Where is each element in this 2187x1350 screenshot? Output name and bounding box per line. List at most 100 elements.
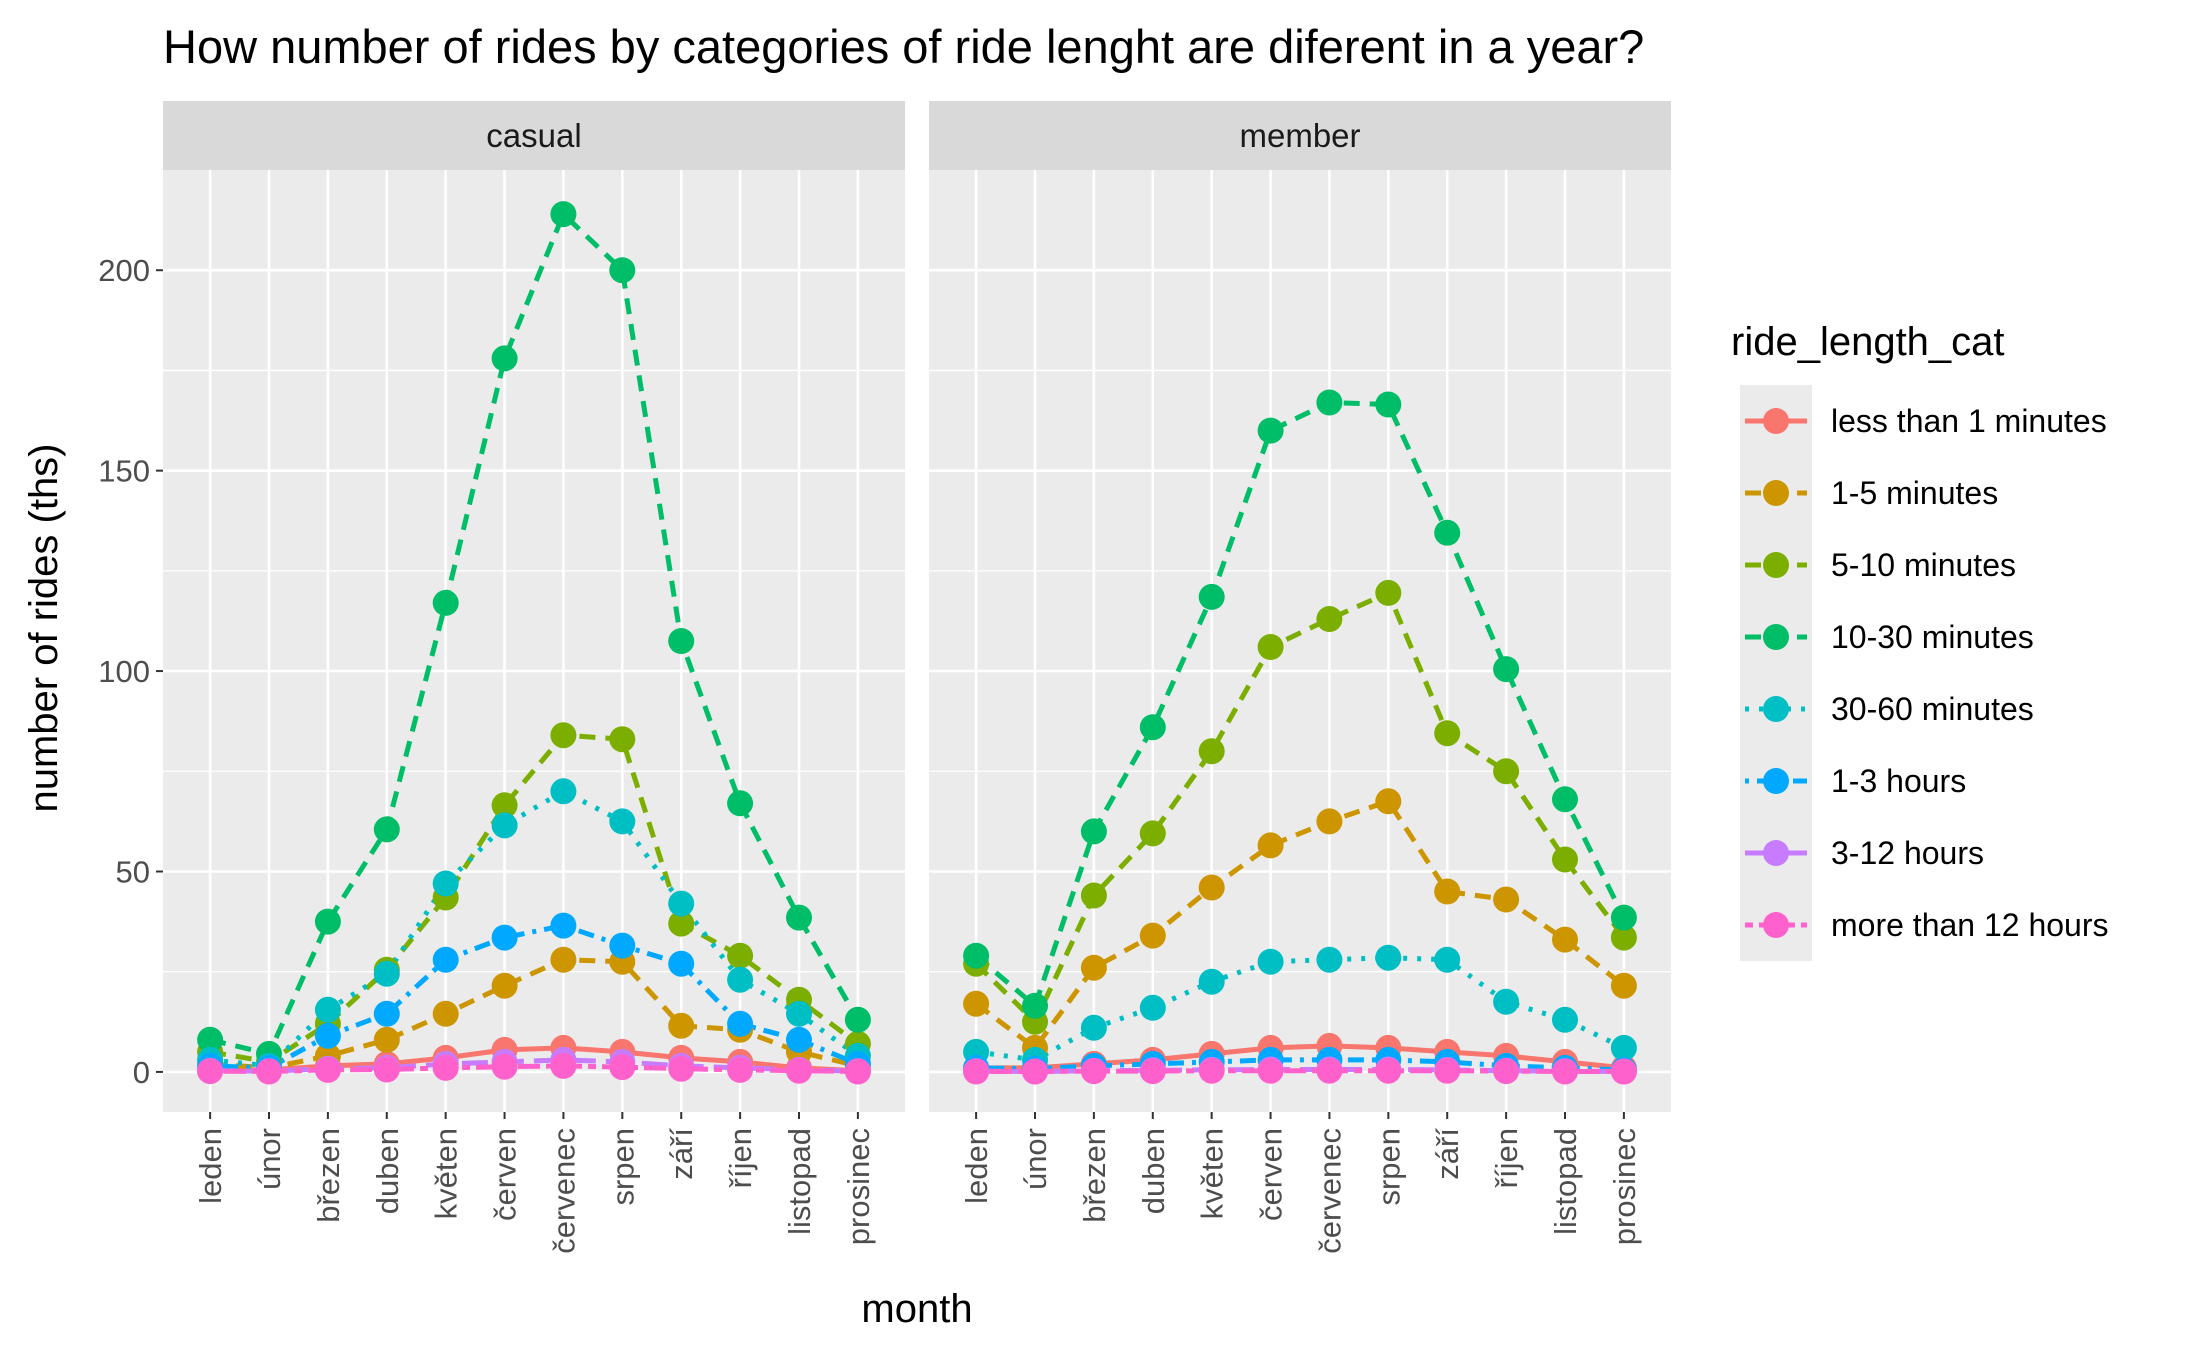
legend-key-point: [1763, 408, 1789, 434]
data-point: [668, 910, 695, 937]
data-point: [1198, 583, 1225, 610]
data-point: [1198, 968, 1225, 995]
data-point: [1080, 954, 1107, 981]
data-point: [1139, 994, 1166, 1021]
data-point: [609, 808, 636, 835]
data-point: [432, 946, 459, 973]
data-point: [314, 1022, 341, 1049]
x-tick-label: říjen: [1489, 1128, 1524, 1188]
data-point: [1080, 1014, 1107, 1041]
data-point: [1316, 606, 1343, 632]
data-point: [1434, 519, 1461, 546]
data-point: [373, 960, 400, 987]
data-point: [1375, 1057, 1402, 1084]
x-tick-label: září: [1430, 1128, 1465, 1180]
data-point: [1375, 944, 1402, 971]
legend-label: 1-3 hours: [1831, 763, 1966, 799]
data-point: [1375, 391, 1402, 418]
data-point: [786, 1000, 812, 1027]
series-line: [974, 798, 1626, 1051]
legend-item: 1-5 minutes: [1740, 457, 1998, 529]
series-line: [974, 590, 1626, 1025]
data-point: [550, 946, 577, 973]
data-point: [1493, 988, 1520, 1015]
data-point: [786, 1057, 812, 1084]
x-axis-title: month: [861, 1287, 972, 1331]
data-point: [373, 1056, 400, 1083]
data-point: [1139, 820, 1166, 847]
data-point: [550, 201, 577, 228]
legend-key-point: [1763, 768, 1789, 794]
data-point: [432, 870, 459, 897]
legend-item: more than 12 hours: [1740, 889, 2109, 961]
data-point: [491, 972, 518, 999]
data-point: [1434, 720, 1461, 747]
x-tick-label: červenec: [1312, 1128, 1347, 1254]
x-tick-label: listopad: [1548, 1128, 1583, 1235]
data-point: [432, 589, 459, 616]
legend-label: 1-5 minutes: [1831, 475, 1998, 511]
panel-background: [929, 170, 1671, 1112]
data-point: [550, 1052, 577, 1079]
series-line: [974, 400, 1627, 1009]
data-point: [668, 1012, 695, 1039]
data-point: [314, 908, 341, 935]
data-point: [1552, 926, 1578, 953]
x-tick-label: září: [664, 1128, 699, 1180]
data-point: [550, 778, 577, 805]
x-tick-label: leden: [959, 1128, 994, 1204]
data-point: [491, 792, 518, 819]
strip-label: member: [1239, 117, 1360, 154]
y-tick-label: 150: [98, 454, 150, 489]
data-point: [197, 1026, 224, 1053]
data-point: [550, 722, 577, 749]
data-point: [491, 924, 518, 951]
data-point: [314, 996, 341, 1023]
data-point: [1257, 832, 1284, 859]
y-tick-label: 50: [116, 854, 150, 889]
legend-label: 10-30 minutes: [1831, 619, 2034, 655]
legend-key-point: [1763, 912, 1789, 938]
x-tick-label: červen: [1254, 1128, 1289, 1221]
data-point: [609, 1054, 636, 1081]
data-point: [1257, 948, 1284, 975]
data-point: [1375, 788, 1402, 815]
data-point: [1080, 818, 1107, 845]
data-point: [1552, 1006, 1578, 1033]
data-point: [1080, 1058, 1107, 1085]
data-point: [1139, 922, 1166, 949]
x-tick-label: únor: [1018, 1128, 1053, 1190]
legend-label: 3-12 hours: [1831, 835, 1984, 871]
series-line: [210, 923, 859, 1071]
data-point: [1434, 1057, 1461, 1084]
data-point: [1139, 1058, 1166, 1085]
y-tick-label: 0: [133, 1055, 150, 1090]
data-point: [963, 942, 990, 969]
data-point: [1552, 846, 1578, 873]
data-point: [1257, 417, 1284, 444]
x-tick-label: duben: [370, 1128, 405, 1214]
data-point: [1552, 786, 1578, 813]
data-point: [609, 932, 636, 959]
strip-background: [163, 101, 905, 170]
data-point: [1375, 579, 1402, 606]
data-point: [1257, 1057, 1284, 1084]
x-tick-label: březen: [311, 1128, 346, 1223]
x-tick-label: prosinec: [1607, 1128, 1642, 1245]
data-point: [727, 942, 754, 969]
data-point: [550, 912, 577, 939]
legend-key-point: [1763, 480, 1789, 506]
data-point: [373, 816, 400, 843]
data-point: [256, 1058, 282, 1085]
x-tick-label: srpen: [1371, 1128, 1406, 1206]
data-point: [1316, 389, 1343, 416]
legend-item: 1-3 hours: [1740, 745, 1966, 817]
data-point: [668, 890, 695, 917]
legend-item: 30-60 minutes: [1740, 673, 2034, 745]
data-point: [432, 1054, 459, 1081]
legend-key-point: [1763, 624, 1789, 650]
data-point: [1493, 1058, 1520, 1085]
data-point: [1493, 656, 1520, 683]
